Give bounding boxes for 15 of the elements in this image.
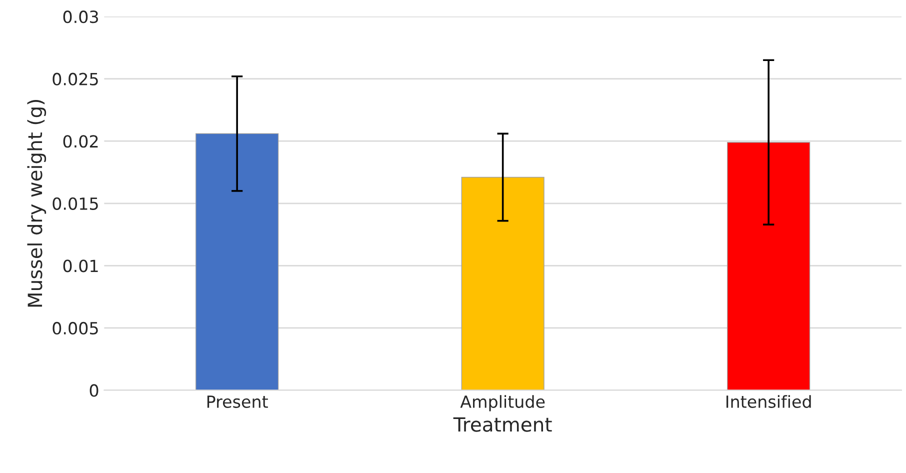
x-tick-label: Present [207,396,268,408]
bar [461,176,544,390]
y-tick-label: 0.01 [63,260,98,272]
y-tick-label: 0.025 [52,72,98,86]
y-axis-title: Mussel dry weight (g) [27,100,46,307]
y-tick-label: 0 [90,384,98,397]
bar [727,142,810,390]
y-tick-label: 0.015 [52,197,98,210]
y-tick-label: 0.03 [63,10,98,24]
bar [196,133,279,390]
y-tick-label: 0.005 [52,322,98,335]
x-tick-label: Intensified [726,395,811,408]
y-tick-label: 0.02 [63,135,98,148]
x-tick-label: Amplitude [460,395,545,412]
x-axis-title: Treatment [453,417,552,432]
